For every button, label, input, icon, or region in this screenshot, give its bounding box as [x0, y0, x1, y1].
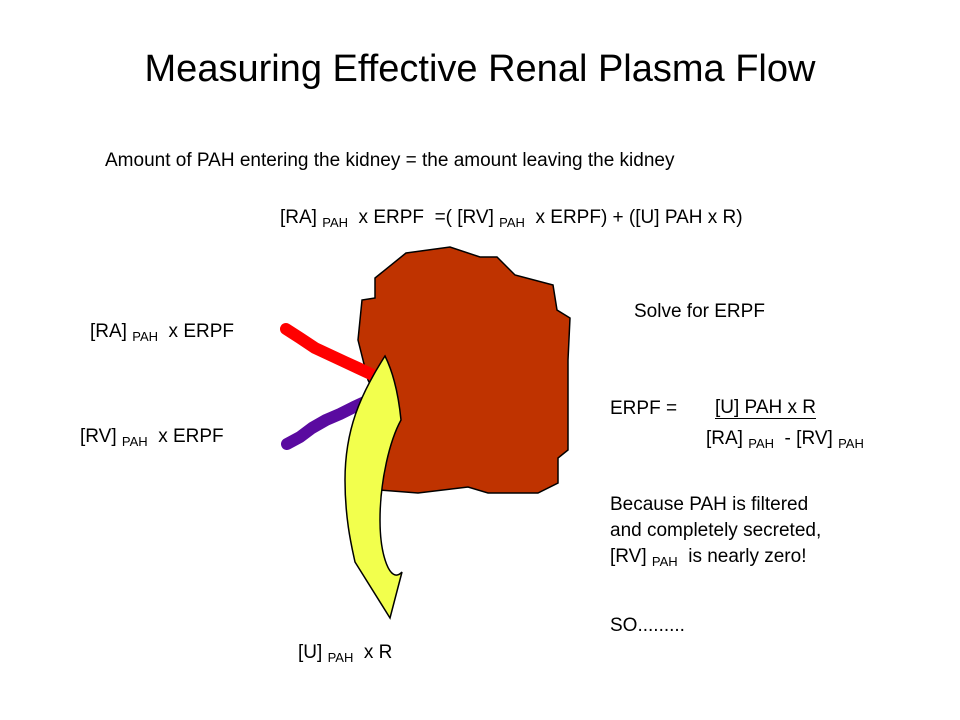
- mass-balance-equation: [RA] PAH x ERPF =( [RV] PAH x ERPF) + ([…: [280, 207, 743, 230]
- rv-label-text: [RV]: [80, 426, 117, 447]
- rv-label-suffix: x ERPF: [152, 426, 224, 447]
- solve-heading: Solve for ERPF: [634, 301, 765, 322]
- eq-part-1: [RA]: [280, 207, 317, 228]
- erpf-numerator: [U] PAH x R: [715, 397, 816, 419]
- explanation-block: Because PAH is filtered and completely s…: [610, 492, 821, 575]
- eq-subscript-1: PAH: [322, 215, 348, 230]
- eq-part-3: x ERPF) + ([U] PAH x R): [530, 207, 743, 228]
- explanation-line-3: [RV] PAH is nearly zero!: [610, 544, 821, 575]
- explanation-line-1: Because PAH is filtered: [610, 494, 809, 515]
- u-label-suffix: x R: [358, 642, 393, 663]
- explanation-tail: is nearly zero!: [682, 546, 807, 567]
- eq-part-2: x ERPF =( [RV]: [353, 207, 494, 228]
- explanation-subscript: PAH: [651, 554, 678, 569]
- rv-label-subscript: PAH: [121, 434, 148, 449]
- renal-artery-label: [RA] PAH x ERPF: [90, 321, 234, 344]
- so-text: SO.........: [610, 615, 685, 636]
- intro-statement: Amount of PAH entering the kidney = the …: [105, 150, 675, 171]
- explanation-line-2: and completely secreted,: [610, 520, 822, 541]
- ra-label-text: [RA]: [90, 321, 127, 342]
- ra-label-subscript: PAH: [132, 329, 158, 344]
- den-rv: - [RV]: [779, 428, 833, 449]
- ra-label-suffix: x ERPF: [163, 321, 235, 342]
- renal-vein: [281, 395, 373, 450]
- explanation-rv: [RV]: [610, 546, 647, 567]
- u-label-subscript: PAH: [327, 650, 354, 665]
- den-ra: [RA]: [706, 428, 743, 449]
- erpf-lhs: ERPF =: [610, 398, 678, 419]
- eq-subscript-2: PAH: [499, 215, 525, 230]
- erpf-denominator: [RA] PAH - [RV] PAH: [706, 428, 864, 451]
- slide-title: Measuring Effective Renal Plasma Flow: [144, 48, 816, 90]
- den-subscript-1: PAH: [748, 436, 774, 451]
- kidney-shape: [357, 246, 571, 494]
- renal-artery: [280, 323, 381, 382]
- ureter-arrow: [344, 354, 403, 620]
- renal-vein-label: [RV] PAH x ERPF: [80, 426, 224, 449]
- den-subscript-2: PAH: [838, 436, 864, 451]
- u-label-text: [U]: [298, 642, 323, 663]
- urine-label: [U] PAH x R: [298, 642, 392, 665]
